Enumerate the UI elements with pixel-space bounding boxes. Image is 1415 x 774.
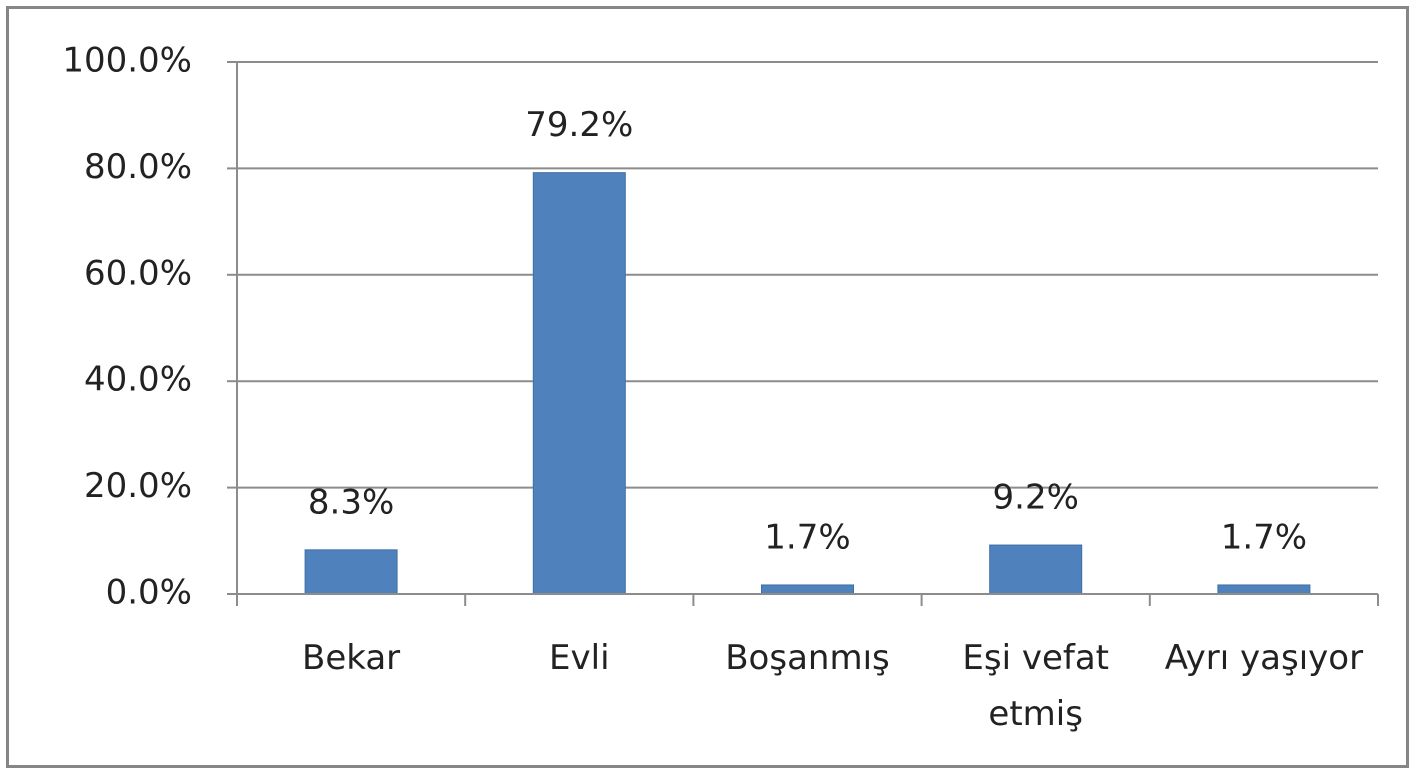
y-tick-label: 80.0%: [84, 147, 192, 187]
bar: [532, 172, 626, 595]
y-tick-label: 100.0%: [62, 41, 192, 81]
chart-frame: [6, 6, 1409, 768]
data-label: 1.7%: [1221, 517, 1307, 557]
bar: [989, 544, 1083, 595]
y-tick-label: 20.0%: [84, 466, 192, 506]
x-tick-label: Bekar: [302, 638, 401, 678]
bar: [304, 549, 398, 595]
y-tick-label: 40.0%: [84, 360, 192, 400]
x-tick-label: Ayrı yaşıyor: [1164, 638, 1364, 678]
y-tick-label: 0.0%: [106, 573, 192, 613]
x-tick-label: Boşanmış: [725, 638, 890, 678]
data-label: 8.3%: [308, 482, 394, 522]
data-label: 1.7%: [764, 517, 850, 557]
bar: [1217, 584, 1311, 595]
bar: [761, 584, 854, 595]
x-tick-label: Eşi vefat etmiş: [962, 638, 1109, 734]
x-tick-label: Evli: [549, 638, 610, 678]
data-label: 79.2%: [525, 105, 633, 145]
data-label: 9.2%: [993, 478, 1079, 518]
y-tick-label: 60.0%: [84, 253, 192, 293]
